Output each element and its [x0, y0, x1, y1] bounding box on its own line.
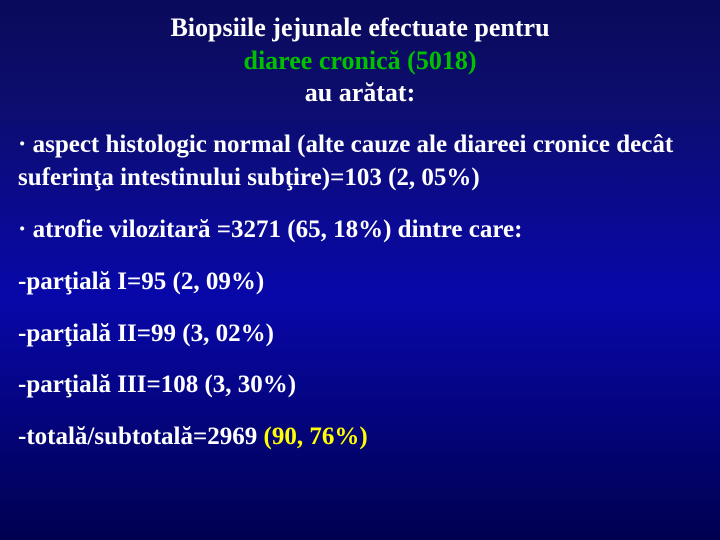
title-line-2: diaree cronică (5018)	[244, 46, 477, 75]
bullet-6-prefix: -totală/subtotală=2969	[18, 423, 264, 450]
bullet-6: -totală/subtotală=2969 (90, 76%)	[18, 420, 710, 454]
slide-body: · aspect histologic normal (alte cauze a…	[0, 128, 720, 454]
bullet-4: -parţială II=99 (3, 02%)	[18, 317, 710, 351]
bullet-1: · aspect histologic normal (alte cauze a…	[18, 128, 710, 196]
slide: Biopsiile jejunale efectuate pentru diar…	[0, 0, 720, 540]
slide-title: Biopsiile jejunale efectuate pentru diar…	[0, 12, 720, 110]
title-line-3: au arătat:	[305, 78, 415, 107]
bullet-6-highlight: (90, 76%)	[264, 423, 368, 450]
bullet-2: · atrofie vilozitară =3271 (65, 18%) din…	[18, 213, 710, 247]
title-line-1: Biopsiile jejunale efectuate pentru	[170, 13, 549, 42]
bullet-3: -parţială I=95 (2, 09%)	[18, 265, 710, 299]
bullet-5: -parţială III=108 (3, 30%)	[18, 368, 710, 402]
